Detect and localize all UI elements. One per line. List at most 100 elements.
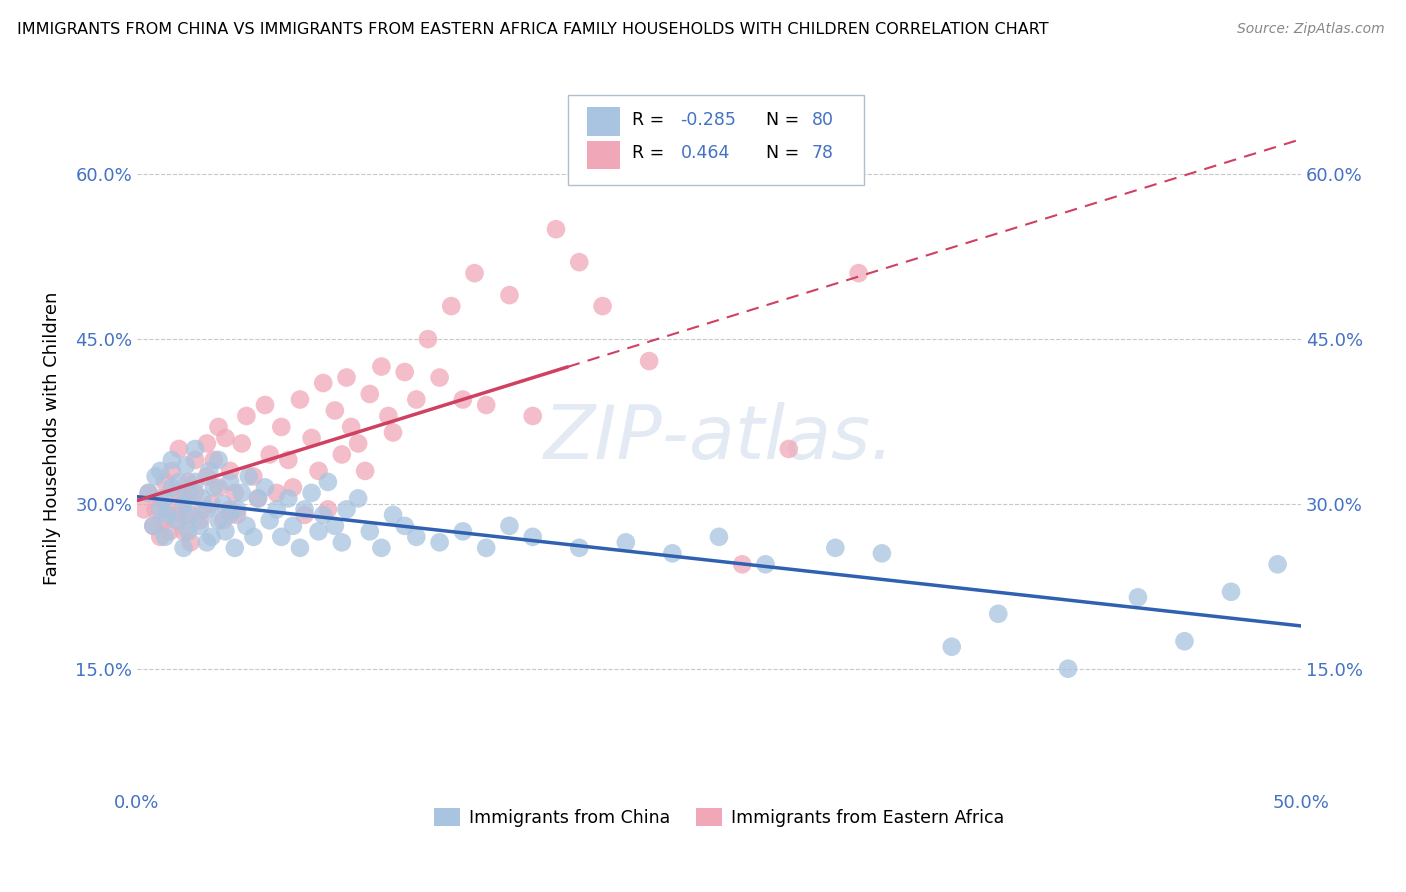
- Point: [394, 519, 416, 533]
- Point: [312, 376, 335, 390]
- Point: [235, 409, 257, 423]
- Point: [316, 475, 339, 489]
- Point: [247, 491, 270, 506]
- Point: [1220, 584, 1243, 599]
- Text: IMMIGRANTS FROM CHINA VS IMMIGRANTS FROM EASTERN AFRICA FAMILY HOUSEHOLDS WITH C: IMMIGRANTS FROM CHINA VS IMMIGRANTS FROM…: [17, 22, 1049, 37]
- Text: ZIP­atlas.: ZIP­atlas.: [543, 402, 894, 474]
- Point: [522, 530, 544, 544]
- Point: [224, 541, 246, 555]
- Point: [173, 541, 195, 555]
- Point: [177, 486, 200, 500]
- Point: [778, 442, 800, 456]
- Point: [354, 464, 377, 478]
- Point: [202, 480, 225, 494]
- Point: [156, 508, 179, 522]
- Point: [149, 502, 172, 516]
- Point: [394, 365, 416, 379]
- Point: [323, 519, 346, 533]
- Point: [153, 475, 176, 489]
- Point: [200, 530, 222, 544]
- Point: [214, 524, 236, 539]
- Point: [145, 502, 167, 516]
- Point: [214, 431, 236, 445]
- Point: [308, 464, 330, 478]
- Point: [259, 513, 281, 527]
- Point: [941, 640, 963, 654]
- Point: [207, 453, 229, 467]
- Legend: Immigrants from China, Immigrants from Eastern Africa: Immigrants from China, Immigrants from E…: [427, 801, 1011, 834]
- Point: [312, 508, 335, 522]
- Point: [226, 508, 249, 522]
- Point: [195, 469, 218, 483]
- Text: 80: 80: [813, 112, 834, 129]
- Point: [159, 524, 181, 539]
- Point: [177, 475, 200, 489]
- Point: [138, 486, 160, 500]
- Point: [614, 535, 637, 549]
- Text: 78: 78: [813, 145, 834, 162]
- Point: [382, 425, 405, 440]
- Point: [270, 530, 292, 544]
- Point: [180, 535, 202, 549]
- Point: [219, 502, 242, 516]
- Point: [335, 370, 357, 384]
- Point: [475, 398, 498, 412]
- Point: [202, 453, 225, 467]
- Point: [132, 502, 155, 516]
- Point: [429, 370, 451, 384]
- Point: [301, 431, 323, 445]
- Point: [638, 354, 661, 368]
- Point: [149, 464, 172, 478]
- FancyBboxPatch shape: [588, 107, 620, 136]
- Point: [153, 513, 176, 527]
- Point: [184, 475, 207, 489]
- Point: [498, 519, 520, 533]
- Point: [224, 486, 246, 500]
- Point: [522, 409, 544, 423]
- Point: [219, 464, 242, 478]
- Point: [294, 502, 316, 516]
- Point: [316, 502, 339, 516]
- Point: [266, 486, 288, 500]
- Point: [191, 502, 214, 516]
- Point: [238, 469, 260, 483]
- Point: [568, 255, 591, 269]
- Point: [370, 359, 392, 374]
- Point: [156, 502, 179, 516]
- Point: [568, 541, 591, 555]
- Point: [231, 486, 253, 500]
- Point: [173, 524, 195, 539]
- Point: [824, 541, 846, 555]
- Point: [335, 502, 357, 516]
- Point: [160, 480, 183, 494]
- Point: [440, 299, 463, 313]
- Text: N =: N =: [765, 112, 799, 129]
- Point: [145, 469, 167, 483]
- Point: [195, 502, 218, 516]
- Point: [167, 475, 190, 489]
- Point: [212, 497, 235, 511]
- Point: [288, 541, 311, 555]
- Y-axis label: Family Households with Children: Family Households with Children: [44, 292, 60, 584]
- Point: [294, 508, 316, 522]
- Point: [405, 530, 427, 544]
- Point: [347, 436, 370, 450]
- Point: [429, 535, 451, 549]
- Text: -0.285: -0.285: [681, 112, 737, 129]
- Point: [195, 535, 218, 549]
- Point: [184, 486, 207, 500]
- Point: [219, 475, 242, 489]
- Point: [359, 524, 381, 539]
- Point: [259, 447, 281, 461]
- Point: [173, 491, 195, 506]
- Point: [191, 491, 214, 506]
- Point: [277, 453, 299, 467]
- Point: [370, 541, 392, 555]
- Point: [266, 502, 288, 516]
- Point: [301, 486, 323, 500]
- Point: [707, 530, 730, 544]
- Point: [592, 299, 614, 313]
- Point: [226, 502, 249, 516]
- Point: [195, 436, 218, 450]
- Point: [173, 497, 195, 511]
